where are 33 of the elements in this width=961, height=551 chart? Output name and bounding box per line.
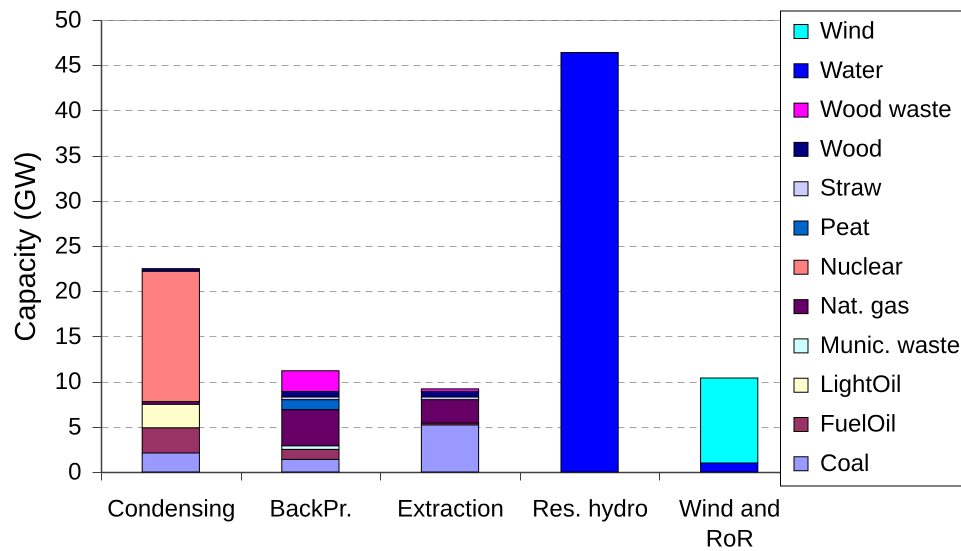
x-tick-label: Res. hydro [532,496,648,522]
legend-label: Straw [820,174,882,202]
x-tick-label: Condensing [107,496,236,522]
bar [420,424,480,472]
legend-label: Peat [820,214,870,241]
y-tick-label: 5 [68,413,82,440]
legend-label: Wind [820,18,875,44]
x-tick-label: Wind and RoR [679,496,780,551]
legend-label: Wood waste [820,96,952,124]
legend-label: Munic. waste [820,332,960,359]
y-tick-label: 15 [54,322,82,350]
y-tick-label: 35 [54,142,82,170]
y-tick-label: 10 [54,368,82,396]
y-axis-title: Capacity (GW) [10,151,42,342]
legend-label: Water [820,56,884,84]
y-tick-label: 0 [68,458,82,486]
legend-label: Coal [820,450,870,477]
legend-label: Nuclear [820,253,903,280]
legend-label: Nat. gas [820,292,910,320]
y-tick-label: 20 [54,278,82,305]
x-tick-label: Extraction [397,496,504,522]
x-tick-label: BackPr. [270,496,352,522]
y-tick-label: 25 [54,232,82,260]
y-tick-label: 50 [54,6,82,34]
bar [420,399,480,424]
legend-label: Wood [820,135,882,162]
bar [560,52,619,472]
legend-label: FuelOil [820,410,896,438]
legend-label: LightOil [820,371,902,398]
bar [142,270,200,402]
y-tick-label: 45 [54,52,82,79]
y-tick-label: 30 [54,187,82,214]
y-tick-label: 40 [54,96,82,124]
